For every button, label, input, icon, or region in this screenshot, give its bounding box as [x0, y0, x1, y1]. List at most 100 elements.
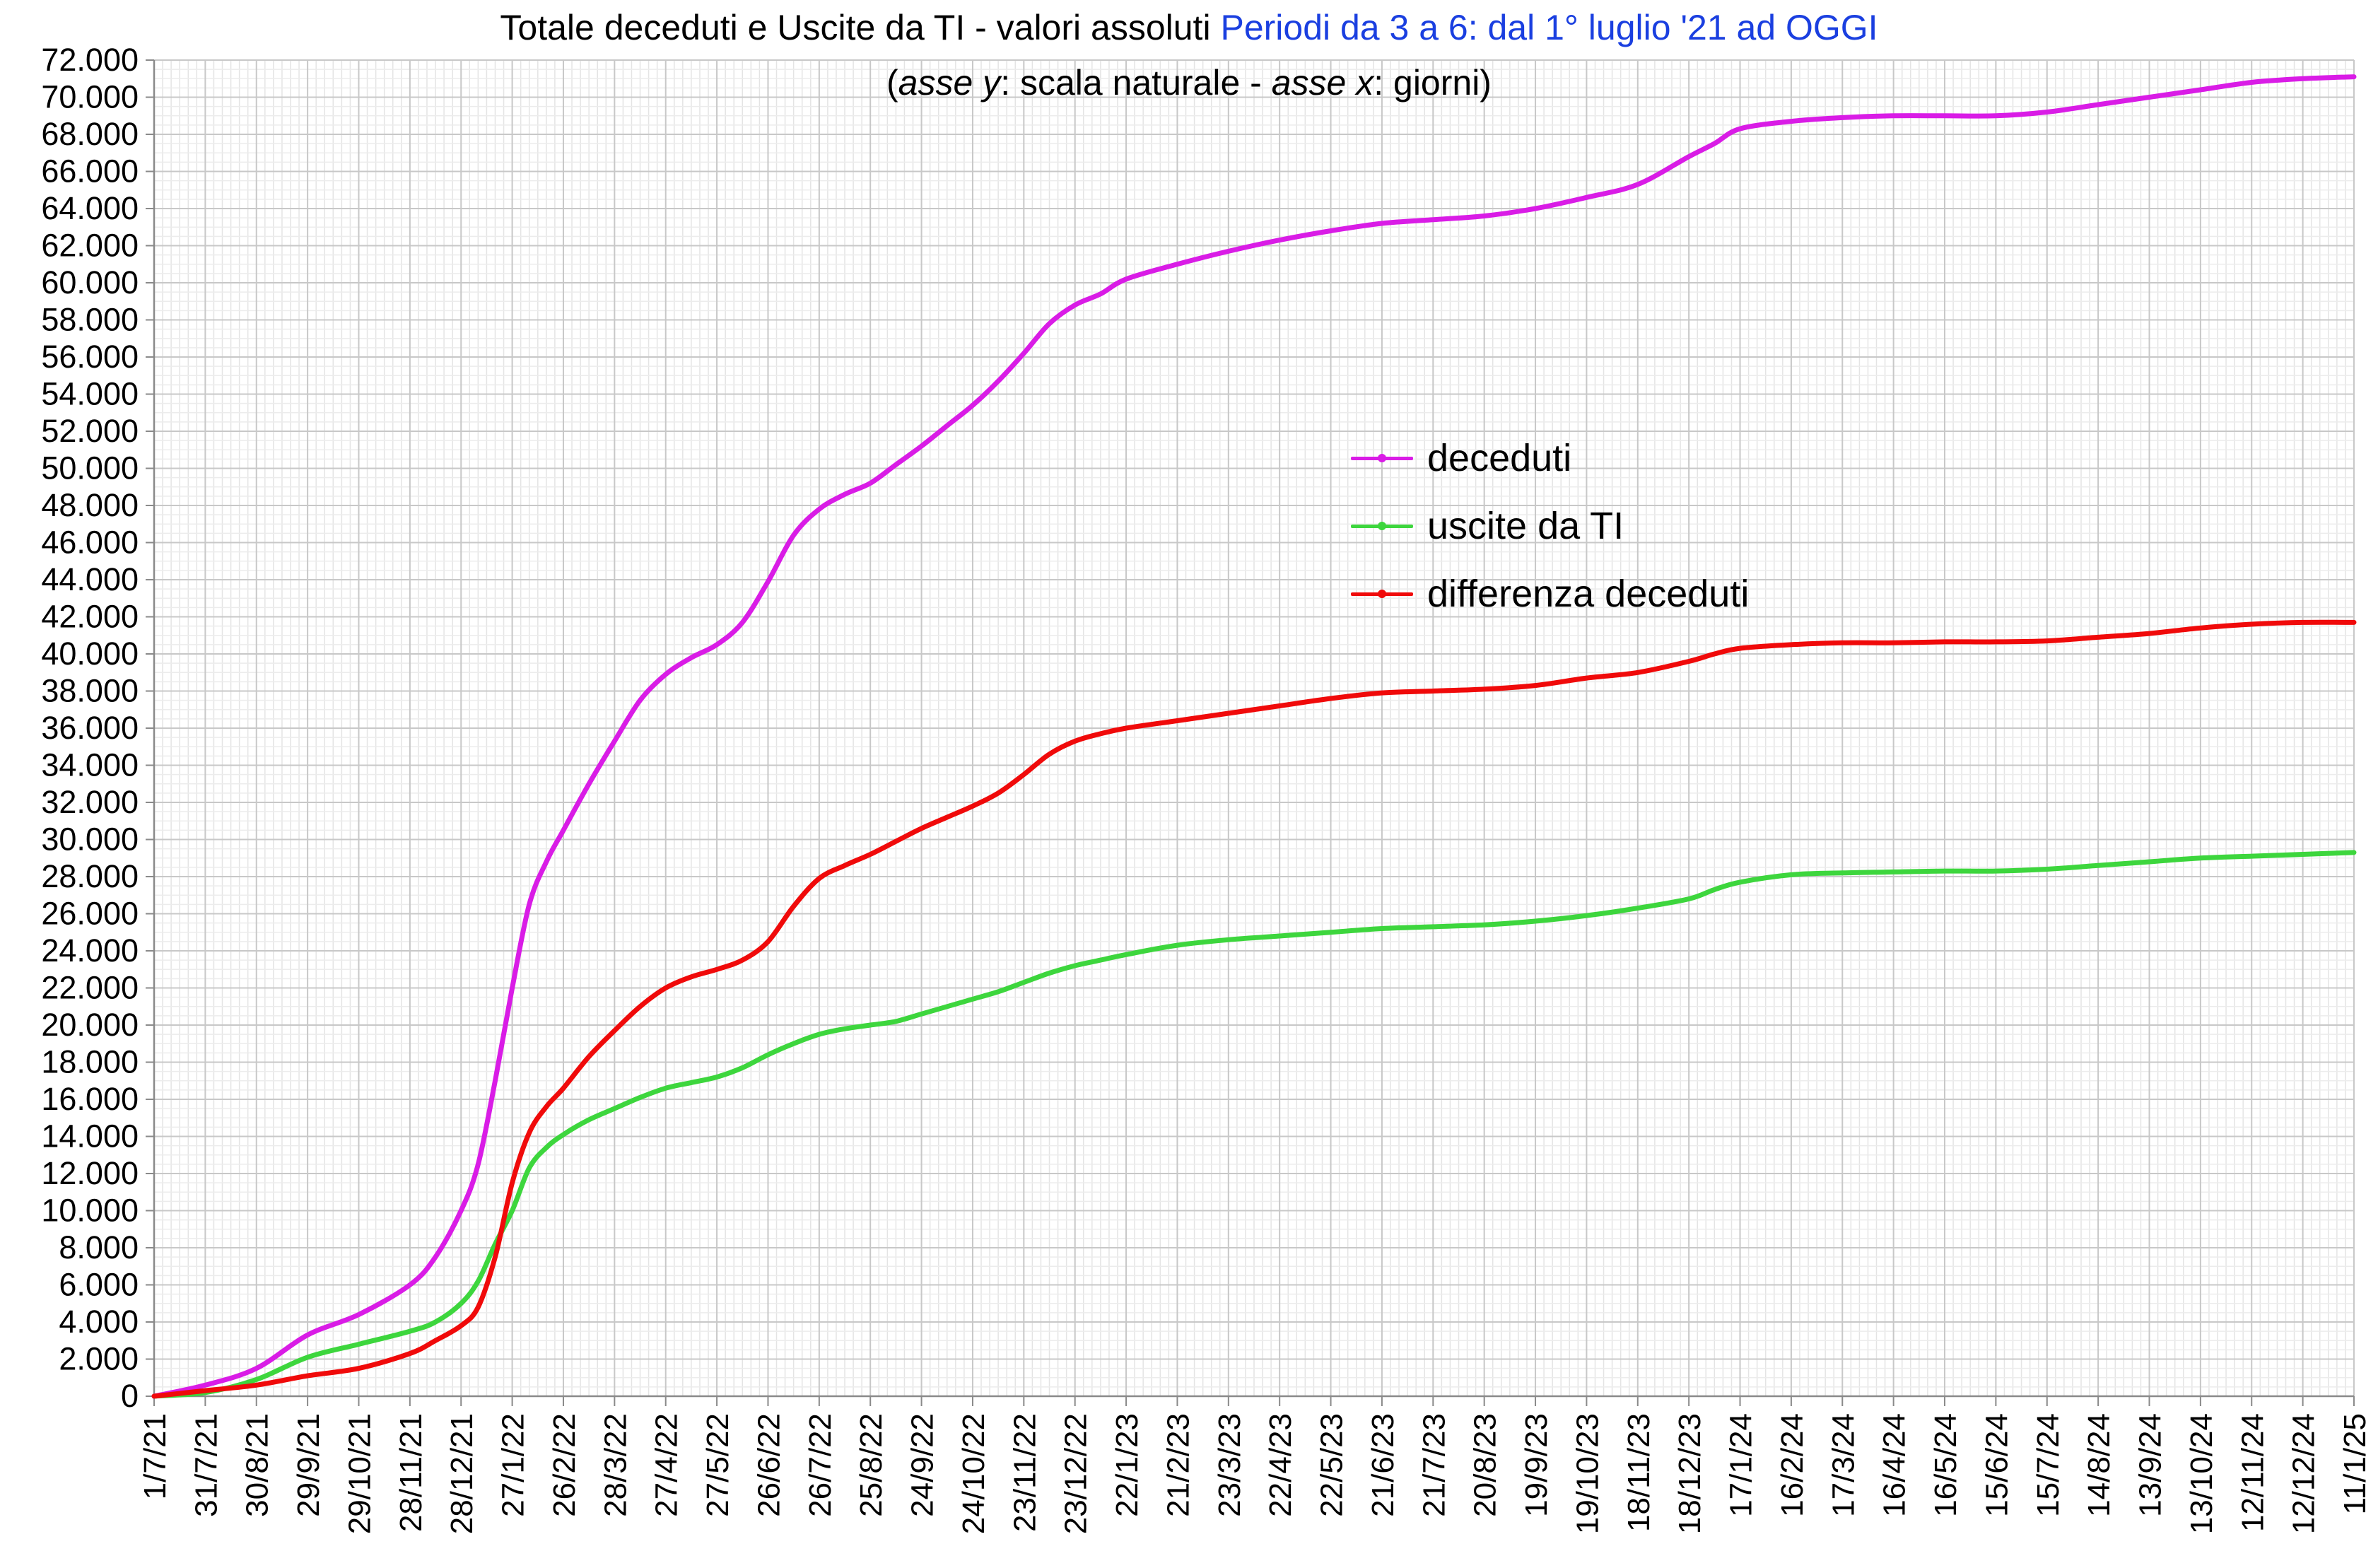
x-tick-label: 28/11/21	[394, 1413, 428, 1532]
x-tick-label: 31/7/21	[189, 1413, 223, 1517]
y-tick-label: 2.000	[59, 1341, 139, 1377]
y-tick-label: 50.000	[41, 450, 139, 486]
y-tick-label: 10.000	[41, 1193, 139, 1229]
y-tick-label: 54.000	[41, 376, 139, 412]
x-tick-label: 26/6/22	[751, 1413, 786, 1517]
y-tick-label: 6.000	[59, 1267, 139, 1303]
series-line-differenza	[151, 619, 2357, 1399]
legend-swatch-differenza	[1347, 577, 1417, 611]
chart-subtitle: (asse y: scala naturale - asse x: giorni…	[0, 62, 2378, 103]
x-tick-label: 18/11/23	[1622, 1413, 1656, 1532]
legend-label-uscite: uscite da TI	[1427, 505, 1624, 547]
y-tick-label: 40.000	[41, 636, 139, 672]
series-line-uscite	[151, 850, 2357, 1399]
legend-item-deceduti: deceduti	[1347, 424, 1749, 492]
chart-title: Totale deceduti e Uscite da TI - valori …	[0, 7, 2378, 48]
x-tick-label: 24/10/22	[956, 1413, 991, 1534]
x-axis-tick-labels: 1/7/21 31/7/21 30/8/21 29/9/21 29/10/21 28/11…	[138, 1413, 2372, 1534]
x-tick-label: 22/4/23	[1263, 1413, 1298, 1517]
x-tick-label: 17/1/24	[1724, 1413, 1759, 1517]
x-tick-label: 28/3/22	[598, 1413, 633, 1517]
x-tick-label: 20/8/23	[1468, 1413, 1503, 1517]
x-tick-label: 24/9/22	[906, 1413, 940, 1517]
y-tick-label: 18.000	[41, 1044, 139, 1080]
y-tick-label: 62.000	[41, 228, 139, 264]
x-tick-label: 19/9/23	[1519, 1413, 1554, 1517]
x-tick-label: 12/12/24	[2287, 1413, 2321, 1534]
y-tick-label: 8.000	[59, 1229, 139, 1265]
x-tick-label: 27/4/22	[650, 1413, 684, 1517]
y-tick-label: 66.000	[41, 153, 139, 189]
x-tick-label: 26/7/22	[803, 1413, 838, 1517]
y-tick-label: 46.000	[41, 525, 139, 561]
y-tick-label: 42.000	[41, 599, 139, 635]
x-tick-label: 13/10/24	[2184, 1413, 2219, 1534]
y-tick-label: 22.000	[41, 970, 139, 1006]
subtitle-x-axis: asse x	[1271, 63, 1374, 103]
x-tick-label: 15/6/24	[1979, 1413, 2014, 1517]
y-tick-label: 20.000	[41, 1007, 139, 1043]
x-tick-label: 28/12/21	[445, 1413, 479, 1534]
y-tick-label: 14.000	[41, 1118, 139, 1154]
y-tick-label: 26.000	[41, 896, 139, 932]
y-tick-label: 28.000	[41, 858, 139, 894]
x-tick-label: 12/11/24	[2235, 1413, 2270, 1532]
x-tick-label: 23/3/23	[1212, 1413, 1247, 1517]
y-tick-label: 32.000	[41, 784, 139, 820]
y-tick-label: 36.000	[41, 710, 139, 746]
x-tick-label: 14/8/24	[2082, 1413, 2116, 1517]
legend-label-deceduti: deceduti	[1427, 437, 1572, 479]
legend-item-uscite: uscite da TI	[1347, 492, 1749, 560]
x-tick-label: 15/7/24	[2031, 1413, 2066, 1517]
x-tick-label: 26/2/22	[547, 1413, 582, 1517]
y-tick-label: 60.000	[41, 264, 139, 300]
x-tick-label: 21/6/23	[1366, 1413, 1400, 1517]
y-tick-label: 38.000	[41, 673, 139, 709]
x-tick-label: 16/2/24	[1775, 1413, 1810, 1517]
chart-title-period: Periodi da 3 a 6: dal 1° luglio '21 ad O…	[1220, 8, 1878, 47]
y-tick-label: 48.000	[41, 487, 139, 523]
x-tick-label: 27/1/22	[496, 1413, 531, 1517]
y-tick-label: 56.000	[41, 339, 139, 375]
axes	[146, 59, 2355, 1406]
y-axis-tick-labels: 02.0004.0006.0008.00010.00012.00014.0001…	[41, 42, 139, 1414]
x-tick-label: 25/8/22	[854, 1413, 889, 1517]
legend-swatch-uscite	[1347, 509, 1417, 543]
x-tick-label: 11/1/25	[2338, 1413, 2372, 1515]
legend-item-differenza: differenza deceduti	[1347, 560, 1749, 628]
y-tick-label: 70.000	[41, 79, 139, 115]
series-line-deceduti	[151, 74, 2357, 1399]
legend-swatch-deceduti	[1347, 441, 1417, 475]
x-tick-label: 16/4/24	[1878, 1413, 1912, 1517]
y-tick-label: 16.000	[41, 1081, 139, 1117]
legend-label-differenza: differenza deceduti	[1427, 573, 1750, 615]
x-tick-label: 21/2/23	[1161, 1413, 1195, 1517]
y-tick-label: 0	[121, 1378, 139, 1414]
x-tick-label: 17/3/24	[1826, 1413, 1861, 1517]
x-tick-label: 22/1/23	[1110, 1413, 1144, 1517]
x-tick-label: 21/7/23	[1417, 1413, 1451, 1517]
y-tick-label: 44.000	[41, 561, 139, 597]
x-tick-label: 23/12/22	[1059, 1413, 1094, 1534]
y-tick-label: 34.000	[41, 747, 139, 783]
y-tick-label: 30.000	[41, 821, 139, 858]
chart-title-main: Totale deceduti e Uscite da TI - valori …	[500, 8, 1211, 47]
y-tick-label: 68.000	[41, 116, 139, 152]
y-tick-label: 72.000	[41, 42, 139, 78]
series-lines	[151, 74, 2357, 1399]
subtitle-open: (	[886, 63, 898, 103]
x-tick-label: 16/5/24	[1928, 1413, 1963, 1517]
y-tick-label: 64.000	[41, 190, 139, 226]
x-tick-label: 22/5/23	[1315, 1413, 1349, 1517]
x-tick-label: 30/8/21	[240, 1413, 275, 1517]
x-tick-label: 23/11/22	[1007, 1413, 1042, 1532]
subtitle-end: : giorni)	[1374, 63, 1492, 103]
y-tick-label: 12.000	[41, 1155, 139, 1191]
x-tick-label: 19/10/23	[1570, 1413, 1605, 1534]
x-tick-label: 27/5/22	[701, 1413, 735, 1517]
y-tick-label: 4.000	[59, 1304, 139, 1340]
x-tick-label: 29/9/21	[291, 1413, 326, 1517]
y-tick-label: 52.000	[41, 413, 139, 449]
